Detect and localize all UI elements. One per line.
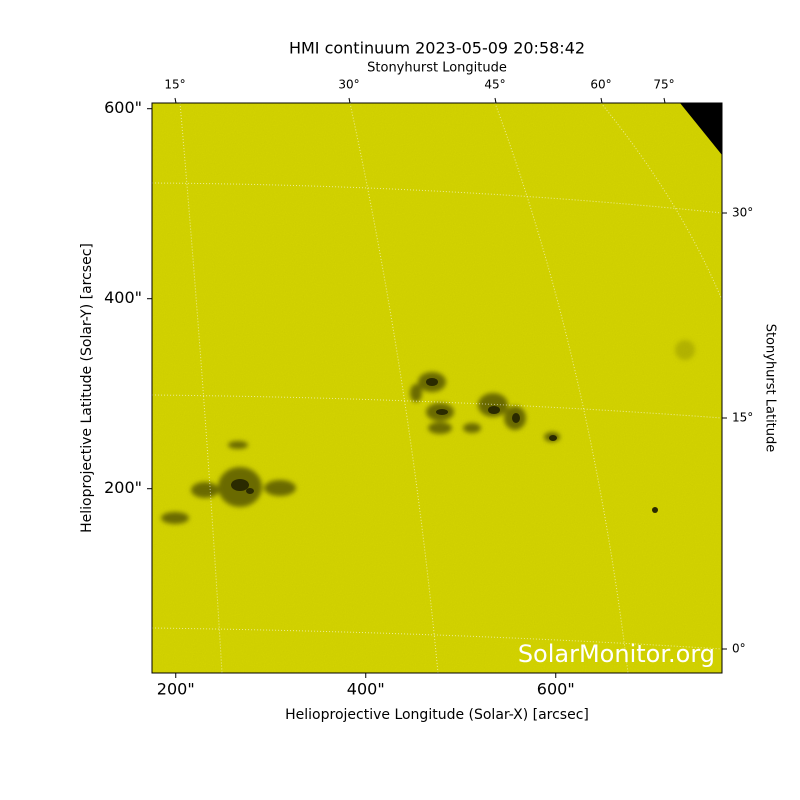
top-tick-label: 60° <box>590 78 611 92</box>
y-tick-label: 200" <box>104 478 142 497</box>
plot-frame <box>151 102 723 674</box>
x-axis-label: Helioprojective Longitude (Solar-X) [arc… <box>285 707 589 723</box>
right-axis-label: Stonyhurst Latitude <box>763 324 778 453</box>
y-tick-label: 400" <box>104 288 142 307</box>
top-tick <box>174 97 177 104</box>
x-tick-label: 400" <box>347 680 385 699</box>
solar-image <box>152 103 722 673</box>
top-tick <box>348 97 351 104</box>
top-tick <box>494 97 497 104</box>
x-tick-label: 200" <box>157 680 195 699</box>
top-tick-label: 45° <box>484 78 505 92</box>
top-tick-label: 75° <box>653 78 674 92</box>
top-axis-label: Stonyhurst Longitude <box>367 61 507 76</box>
y-axis-label: Helioprojective Latitude (Solar-Y) [arcs… <box>79 243 95 533</box>
right-tick-label: 30° <box>732 206 753 220</box>
x-tick-label: 600" <box>537 680 575 699</box>
top-tick <box>663 97 666 104</box>
top-tick <box>600 97 603 104</box>
chart-title: HMI continuum 2023-05-09 20:58:42 <box>289 39 585 58</box>
top-tick-label: 15° <box>164 78 185 92</box>
top-tick-label: 30° <box>338 78 359 92</box>
y-tick-label: 600" <box>104 98 142 117</box>
watermark: SolarMonitor.org <box>518 640 715 668</box>
right-tick-label: 0° <box>732 642 746 656</box>
right-tick-label: 15° <box>732 411 753 425</box>
